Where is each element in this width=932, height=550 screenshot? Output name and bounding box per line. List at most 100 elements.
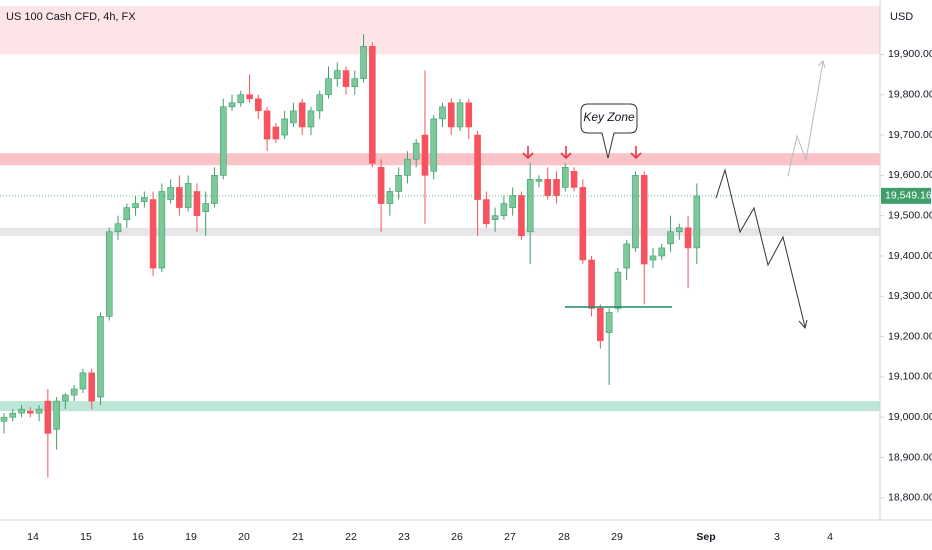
candle-body (632, 175, 639, 249)
candle-body (281, 118, 288, 136)
candle-body (167, 187, 174, 200)
candle-body (605, 312, 613, 333)
candle-body (70, 388, 78, 396)
projection-arrowhead (798, 319, 808, 330)
candle-body (561, 166, 569, 188)
candle-body (500, 203, 508, 216)
candle-body (255, 98, 262, 112)
candle-body (640, 175, 648, 265)
candle-body (395, 175, 402, 192)
y-tick-label: 19,400.00 (888, 250, 932, 262)
candle-body (588, 259, 595, 309)
x-tick-label: 23 (398, 531, 410, 543)
candle-body (333, 70, 341, 79)
candle-body (62, 394, 69, 402)
candle-body (97, 316, 104, 398)
candle-body (342, 70, 350, 87)
candle-body (114, 223, 122, 233)
candle-body (290, 110, 297, 124)
candle-body (377, 166, 385, 204)
candle-body (316, 94, 324, 112)
candle-body (465, 102, 473, 128)
y-tick-label: 19,800.00 (888, 89, 932, 101)
y-tick-label: 18,900.00 (888, 451, 932, 463)
candle-body (88, 372, 95, 402)
candle-body (491, 215, 499, 220)
x-tick-label: 29 (611, 531, 623, 543)
callout (580, 103, 638, 159)
candle-body (667, 231, 674, 245)
zones (0, 6, 880, 412)
candle-body (237, 94, 245, 104)
alt-projection-arrowhead (817, 60, 826, 69)
candle-body (0, 416, 8, 422)
candle-body (544, 179, 552, 196)
candle-body (123, 207, 131, 220)
y-tick-label: 19,300.00 (888, 290, 932, 302)
x-tick-label: Sep (696, 531, 715, 543)
candle-body (193, 191, 201, 216)
candle-body (421, 134, 429, 176)
x-tick-label: 20 (238, 531, 250, 543)
y-tick-label: 19,700.00 (888, 129, 932, 141)
candle-body (439, 106, 446, 120)
y-tick-label: 19,900.00 (888, 48, 932, 60)
y-tick-label: 19,500.00 (888, 209, 932, 221)
candle-body (474, 134, 481, 200)
candle-body (518, 195, 525, 237)
candle-body (176, 187, 183, 208)
x-tick-label: 27 (504, 531, 516, 543)
zone (0, 6, 880, 55)
candle-body (360, 46, 367, 79)
chart-title: US 100 Cash CFD, 4h, FX (6, 11, 136, 23)
candle-body (535, 179, 543, 182)
candle-body (141, 197, 148, 202)
candle-body (325, 78, 332, 96)
x-tick-label: 26 (451, 531, 463, 543)
candle-body (658, 247, 666, 257)
candle-body (27, 410, 34, 414)
candle-body (369, 46, 376, 164)
candle-body (307, 110, 315, 128)
candle-body (211, 175, 218, 204)
x-tick-label: 3 (774, 531, 780, 543)
x-tick-label: 14 (27, 531, 39, 543)
x-tick-label: 15 (80, 531, 92, 543)
candle-body (351, 78, 359, 87)
zone (0, 227, 880, 236)
candle-body (79, 372, 87, 390)
candle-body (228, 102, 236, 108)
candle-body (246, 94, 253, 100)
x-tick-label: 21 (292, 531, 304, 543)
last-price-box (881, 187, 931, 204)
currency-label: USD (890, 11, 913, 23)
candle-body (509, 195, 516, 208)
candle-body (132, 203, 139, 208)
annotation: Key Zone (583, 110, 635, 124)
y-tick-label: 19,600.00 (888, 169, 932, 181)
candle-body (447, 102, 455, 128)
candle-body (614, 271, 622, 309)
zone (0, 401, 880, 412)
candle-body (456, 102, 464, 128)
candles (0, 34, 701, 478)
candle-body (9, 412, 17, 418)
candle-body (184, 183, 192, 208)
x-tick-label: 4 (827, 531, 833, 543)
x-tick-label: 16 (132, 531, 144, 543)
candle-body (404, 158, 411, 176)
down-arrow (560, 146, 572, 160)
candle-body (263, 110, 271, 140)
candle-body (35, 408, 43, 414)
candle-body (18, 408, 25, 414)
candle-body (597, 308, 604, 341)
candle-body (675, 227, 683, 233)
alt-projection-path (787, 61, 824, 177)
candle-body (158, 191, 166, 269)
candle-body (202, 203, 210, 212)
candle-body (570, 171, 578, 188)
candle-body (386, 191, 394, 204)
x-tick-label: 19 (185, 531, 197, 543)
candle-body (219, 106, 227, 176)
